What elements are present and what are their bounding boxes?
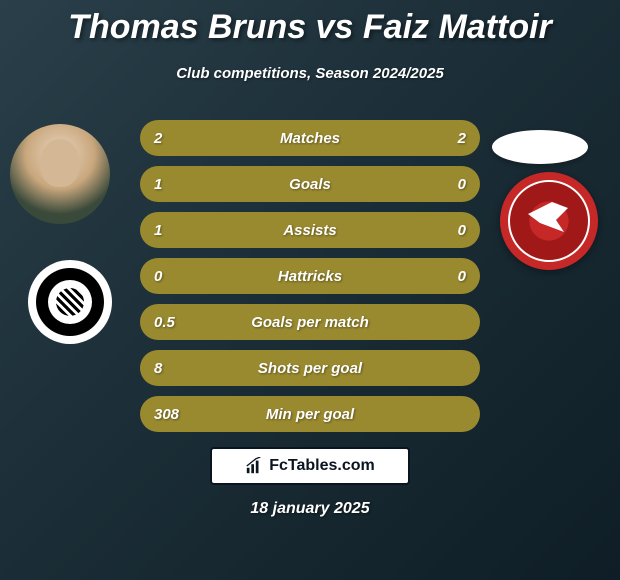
stat-row: 1Assists0 xyxy=(140,212,480,248)
stat-label: Shots per goal xyxy=(194,360,426,377)
stat-label: Goals per match xyxy=(194,314,426,331)
stat-label: Goals xyxy=(194,176,426,193)
brand-text: FcTables.com xyxy=(269,457,375,475)
left-player-photo xyxy=(10,124,110,224)
comparison-title: Thomas Bruns vs Faiz Mattoir xyxy=(0,0,620,47)
right-club-logo xyxy=(500,172,598,270)
comparison-subtitle: Club competitions, Season 2024/2025 xyxy=(0,65,620,82)
stat-label: Assists xyxy=(194,222,426,239)
almere-city-icon xyxy=(508,180,590,262)
bar-chart-icon xyxy=(245,457,263,475)
stat-label: Min per goal xyxy=(194,406,426,423)
stat-row: 1Goals0 xyxy=(140,166,480,202)
stat-left-value: 8 xyxy=(154,360,194,377)
stats-table: 2Matches21Goals01Assists00Hattricks00.5G… xyxy=(140,120,480,442)
stat-right-value: 2 xyxy=(426,130,466,147)
stat-right-value: 0 xyxy=(426,222,466,239)
stat-row: 0.5Goals per match xyxy=(140,304,480,340)
stat-row: 0Hattricks0 xyxy=(140,258,480,294)
stat-left-value: 1 xyxy=(154,176,194,193)
stat-left-value: 1 xyxy=(154,222,194,239)
stat-right-value: 0 xyxy=(426,176,466,193)
left-club-logo xyxy=(28,260,112,344)
stat-label: Hattricks xyxy=(194,268,426,285)
right-player-placeholder xyxy=(492,130,588,164)
stat-left-value: 0 xyxy=(154,268,194,285)
stat-row: 2Matches2 xyxy=(140,120,480,156)
brand-badge: FcTables.com xyxy=(210,447,410,485)
stat-row: 8Shots per goal xyxy=(140,350,480,386)
stat-label: Matches xyxy=(194,130,426,147)
footer-date: 18 january 2025 xyxy=(0,500,620,518)
stat-left-value: 2 xyxy=(154,130,194,147)
heracles-icon xyxy=(36,268,104,336)
stat-left-value: 308 xyxy=(154,406,194,423)
stat-left-value: 0.5 xyxy=(154,314,194,331)
stat-right-value: 0 xyxy=(426,268,466,285)
stat-row: 308Min per goal xyxy=(140,396,480,432)
